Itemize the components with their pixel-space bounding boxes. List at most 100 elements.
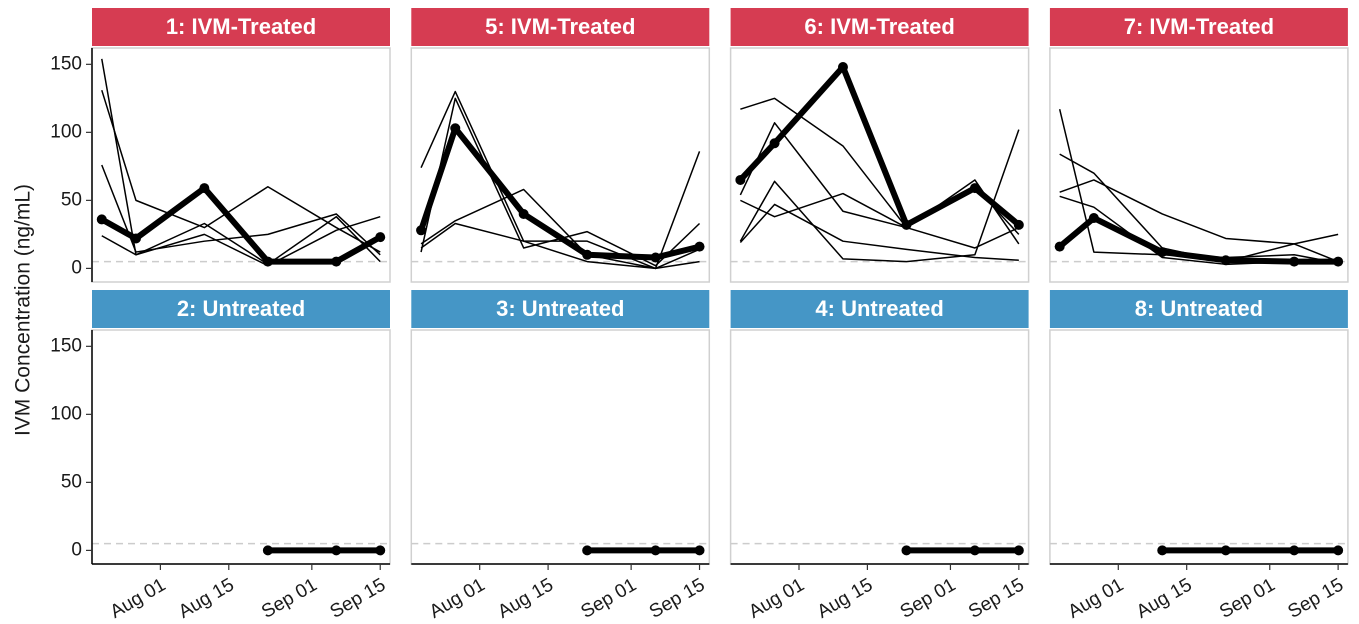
series-line — [101, 164, 381, 256]
point — [1289, 545, 1300, 556]
y-tick-label: 150 — [50, 335, 82, 356]
panel-border — [729, 329, 1030, 565]
x-tick-label: Aug 15 — [494, 574, 557, 622]
point — [901, 545, 912, 556]
point — [130, 233, 141, 244]
point — [1220, 545, 1231, 556]
point — [1333, 256, 1344, 267]
point — [1157, 545, 1168, 556]
strip — [411, 290, 710, 328]
point — [969, 183, 980, 194]
x-tick-label: Aug 15 — [814, 574, 877, 622]
point — [375, 232, 386, 243]
point — [331, 256, 342, 267]
strip — [1049, 290, 1348, 328]
point — [650, 252, 661, 263]
panel-title: 8: Untreated — [1135, 296, 1263, 321]
point — [375, 545, 386, 556]
panel-title: 7: IVM-Treated — [1124, 14, 1274, 39]
series-line — [420, 222, 700, 270]
x-tick-label: Sep 01 — [1216, 574, 1279, 622]
point — [331, 545, 342, 556]
y-tick-label: 50 — [61, 189, 82, 210]
point — [582, 249, 593, 260]
x-tick-label: Aug 01 — [426, 574, 489, 622]
y-tick-label: 100 — [50, 121, 82, 142]
strip — [411, 8, 710, 46]
point — [1333, 545, 1344, 556]
point — [1088, 213, 1099, 224]
series-line — [739, 129, 1020, 263]
panel-border — [91, 329, 391, 565]
panel-title: 3: Untreated — [496, 296, 624, 321]
point — [199, 183, 210, 194]
panel-border — [1049, 329, 1349, 565]
point — [450, 123, 461, 134]
point — [416, 225, 427, 236]
series-line — [418, 125, 701, 261]
y-tick-label: 150 — [50, 53, 82, 74]
point — [650, 545, 661, 556]
strip — [730, 8, 1029, 46]
point — [1013, 219, 1024, 230]
panel-title: 4: Untreated — [815, 296, 943, 321]
series-line — [739, 122, 1020, 245]
strip — [92, 290, 390, 328]
panel-title: 1: IVM-Treated — [166, 14, 316, 39]
x-tick-label: Aug 01 — [1065, 574, 1128, 622]
y-tick-label: 0 — [71, 257, 82, 278]
y-tick-label: 100 — [50, 403, 82, 424]
series-line — [420, 188, 700, 270]
point — [735, 174, 746, 185]
panel-border — [1049, 47, 1349, 283]
point — [1220, 255, 1231, 266]
x-tick-label: Sep 15 — [1284, 574, 1347, 622]
series-line — [101, 215, 381, 267]
x-tick-label: Sep 01 — [897, 574, 960, 622]
series-line — [738, 64, 1021, 228]
panel-border — [729, 47, 1030, 283]
x-tick-label: Aug 01 — [107, 574, 170, 622]
y-axis-label: IVM Concentration (ng/mL) — [12, 184, 35, 436]
series-line — [420, 90, 701, 270]
series-line — [740, 97, 1020, 249]
x-tick-label: Aug 01 — [745, 574, 808, 622]
series-line — [1057, 215, 1339, 265]
x-tick-label: Sep 15 — [646, 574, 709, 622]
point — [837, 62, 848, 73]
strip — [730, 290, 1029, 328]
panel-title: 6: IVM-Treated — [804, 14, 954, 39]
series-line — [739, 203, 1019, 261]
y-tick-label: 0 — [71, 539, 82, 560]
point — [1289, 256, 1300, 267]
x-tick-label: Sep 01 — [577, 574, 640, 622]
point — [96, 214, 107, 225]
point — [1157, 247, 1168, 258]
point — [582, 545, 593, 556]
x-tick-label: Aug 15 — [1133, 574, 1196, 622]
point — [694, 545, 705, 556]
point — [901, 219, 912, 230]
panel-title: 5: IVM-Treated — [485, 14, 635, 39]
series-line — [100, 185, 382, 265]
point — [769, 138, 780, 149]
x-tick-label: Sep 15 — [327, 574, 390, 622]
series-line — [101, 58, 381, 266]
x-tick-label: Sep 01 — [258, 574, 321, 622]
panel-border — [410, 329, 711, 565]
point — [262, 256, 273, 267]
point — [1013, 545, 1024, 556]
point — [1054, 241, 1065, 252]
panel-title: 2: Untreated — [177, 296, 305, 321]
series-line — [101, 89, 381, 253]
panel-border — [410, 47, 711, 283]
point — [969, 545, 980, 556]
strip — [1049, 8, 1348, 46]
series-line — [1059, 179, 1339, 263]
strip — [92, 8, 390, 46]
y-tick-label: 50 — [61, 471, 82, 492]
point — [262, 545, 273, 556]
point — [518, 208, 529, 219]
series-line — [1058, 109, 1339, 264]
